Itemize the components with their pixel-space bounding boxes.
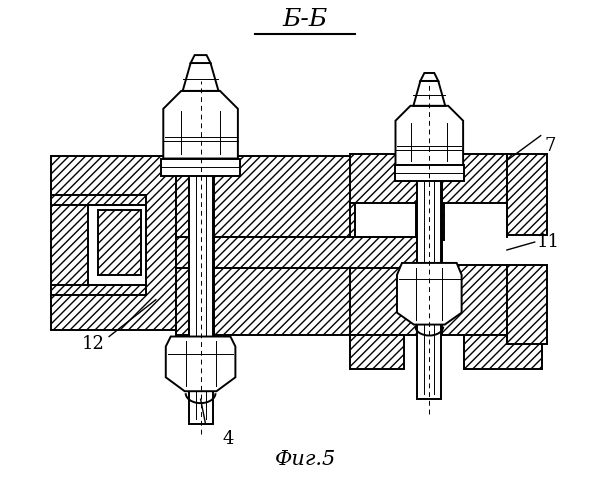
Bar [507, 154, 547, 235]
Polygon shape [163, 91, 238, 158]
Bar [213, 237, 417, 268]
Bar [189, 156, 213, 240]
Polygon shape [166, 336, 235, 391]
Bar [417, 166, 441, 399]
Polygon shape [191, 55, 211, 63]
Bar [417, 237, 442, 268]
Bar [507, 265, 547, 344]
Polygon shape [414, 81, 445, 106]
Bar [51, 156, 176, 330]
Bar [349, 265, 417, 334]
Bar [442, 154, 507, 204]
Bar [349, 154, 417, 204]
Bar [416, 156, 444, 240]
Bar [417, 156, 442, 240]
Bar [464, 334, 542, 370]
Bar [442, 265, 507, 334]
Bar [189, 237, 213, 268]
Text: Б-Б: Б-Б [282, 8, 327, 31]
Bar [417, 263, 442, 334]
Bar [176, 156, 355, 240]
Bar [395, 166, 464, 182]
Bar [349, 334, 404, 370]
Bar [416, 263, 444, 334]
Bar [417, 237, 442, 268]
Text: 11: 11 [536, 233, 560, 251]
Bar [189, 237, 213, 268]
Text: 4: 4 [223, 430, 234, 448]
Polygon shape [183, 63, 219, 91]
Polygon shape [420, 73, 438, 81]
Bar [88, 205, 146, 285]
Bar [189, 96, 213, 424]
Bar [98, 210, 141, 275]
Text: Фиг.5: Фиг.5 [274, 450, 335, 469]
Bar [189, 255, 213, 334]
Bar [176, 255, 355, 334]
Polygon shape [397, 263, 462, 324]
Bar [176, 237, 430, 268]
Text: 7: 7 [545, 136, 557, 154]
Bar [161, 158, 240, 176]
Polygon shape [395, 106, 463, 166]
Text: 12: 12 [81, 336, 104, 353]
